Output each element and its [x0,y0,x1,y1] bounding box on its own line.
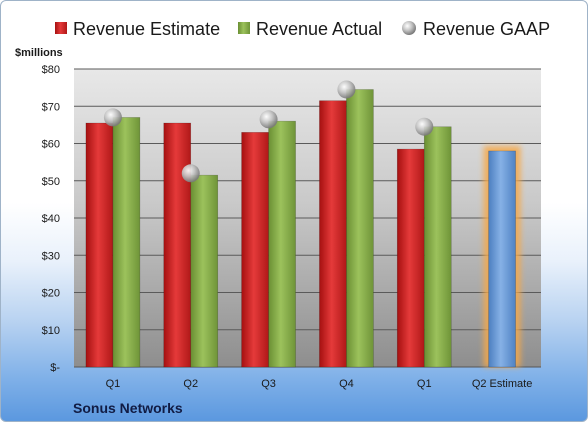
x-tick-label: Q1 [417,378,432,390]
legend-item-revenue-actual[interactable]: Revenue Actual [238,19,382,39]
bar-revenue-estimate [163,122,192,368]
gaap-markers [103,80,434,183]
bar-q2-estimate [488,150,516,368]
bar-revenue-estimate [241,132,269,368]
bar-revenue-actual [190,174,219,368]
y-tick-label: $10 [42,325,60,337]
y-tick-label: $- [50,362,60,374]
bar-revenue-actual [423,126,452,368]
y-tick-label: $40 [42,213,60,225]
y-tick-label: $80 [42,64,60,76]
marker-revenue-gaap [337,80,356,99]
gridlines [74,68,541,368]
legend-item-revenue-gaap[interactable]: Revenue GAAP [402,19,550,39]
legend-label: Revenue Estimate [73,19,220,39]
x-tick-label: Q2 Estimate [472,378,533,390]
y-tick-label: $50 [42,176,60,188]
y-unit-label: $millions [15,47,63,59]
y-tick-label: $70 [42,101,60,113]
x-tick-label: Q3 [261,378,276,390]
y-tick-label: $30 [42,250,60,262]
legend-swatch-sphere [402,21,416,35]
y-axis-ticks: $- $10 $20 $30 $40 $50 $60 $70 $80 [42,64,61,374]
legend-item-revenue-estimate[interactable]: Revenue Estimate [55,19,220,39]
legend-label: Revenue GAAP [423,19,550,39]
bar-revenue-actual [268,120,296,368]
bar-revenue-actual [346,89,374,368]
bar-revenue-estimate [396,148,425,368]
bar-revenue-estimate [319,100,347,368]
legend-swatch-red [55,22,67,34]
legend-label: Revenue Actual [256,19,382,39]
bar-revenue-actual [112,117,141,368]
marker-revenue-gaap [181,164,200,183]
y-tick-label: $60 [42,139,60,151]
y-tick-label: $20 [42,288,60,300]
marker-revenue-gaap [103,108,122,127]
x-axis-ticks: Q1 Q2 Q3 Q4 Q1 Q2 Estimate [106,378,533,390]
bar-revenue-estimate [85,122,114,368]
marker-revenue-gaap [259,110,278,129]
x-tick-label: Q2 [183,378,198,390]
company-name: Sonus Networks [73,400,183,416]
x-tick-label: Q1 [106,378,121,390]
marker-revenue-gaap [415,117,434,136]
legend-swatch-green [238,22,250,34]
bars [85,89,521,368]
x-tick-label: Q4 [339,378,354,390]
legend: Revenue Estimate Revenue Actual Revenue … [55,19,550,39]
